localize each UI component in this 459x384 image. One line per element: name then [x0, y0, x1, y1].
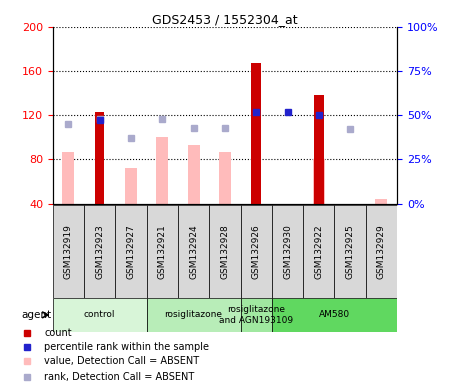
Bar [366, 205, 397, 298]
Bar [335, 205, 366, 298]
Bar [219, 152, 231, 204]
Text: GSM132919: GSM132919 [64, 224, 73, 279]
Text: GSM132925: GSM132925 [346, 224, 355, 279]
Bar [62, 152, 74, 204]
Bar [375, 199, 387, 204]
Text: GSM132929: GSM132929 [377, 224, 386, 279]
Bar [147, 298, 241, 332]
Bar [125, 168, 137, 204]
Bar [53, 205, 84, 298]
Text: agent: agent [21, 310, 51, 320]
Text: GSM132924: GSM132924 [189, 224, 198, 279]
Bar [303, 205, 335, 298]
Title: GDS2453 / 1552304_at: GDS2453 / 1552304_at [152, 13, 298, 26]
Text: rosiglitazone
and AGN193109: rosiglitazone and AGN193109 [219, 305, 293, 324]
Text: GSM132928: GSM132928 [220, 224, 230, 279]
Bar [53, 298, 147, 332]
Text: GSM132926: GSM132926 [252, 224, 261, 279]
Bar [314, 95, 324, 204]
Bar [84, 205, 115, 298]
Bar [272, 298, 397, 332]
Text: AM580: AM580 [319, 310, 350, 319]
Text: value, Detection Call = ABSENT: value, Detection Call = ABSENT [45, 356, 200, 366]
Bar [241, 205, 272, 298]
Text: rosiglitazone: rosiglitazone [165, 310, 223, 319]
Bar [209, 205, 241, 298]
Bar [95, 112, 105, 204]
Bar [241, 298, 272, 332]
Text: control: control [84, 310, 116, 319]
Text: GSM132921: GSM132921 [158, 224, 167, 279]
Text: GSM132922: GSM132922 [314, 224, 323, 279]
Text: GSM132927: GSM132927 [127, 224, 135, 279]
Bar [252, 63, 261, 204]
Text: percentile rank within the sample: percentile rank within the sample [45, 342, 209, 352]
Bar [147, 205, 178, 298]
Text: GSM132923: GSM132923 [95, 224, 104, 279]
Text: count: count [45, 328, 72, 338]
Bar [157, 137, 168, 204]
Text: GSM132930: GSM132930 [283, 224, 292, 279]
Bar [115, 205, 147, 298]
Bar [188, 145, 200, 204]
Bar [272, 205, 303, 298]
Text: rank, Detection Call = ABSENT: rank, Detection Call = ABSENT [45, 372, 195, 382]
Bar [178, 205, 209, 298]
Bar [313, 159, 325, 204]
